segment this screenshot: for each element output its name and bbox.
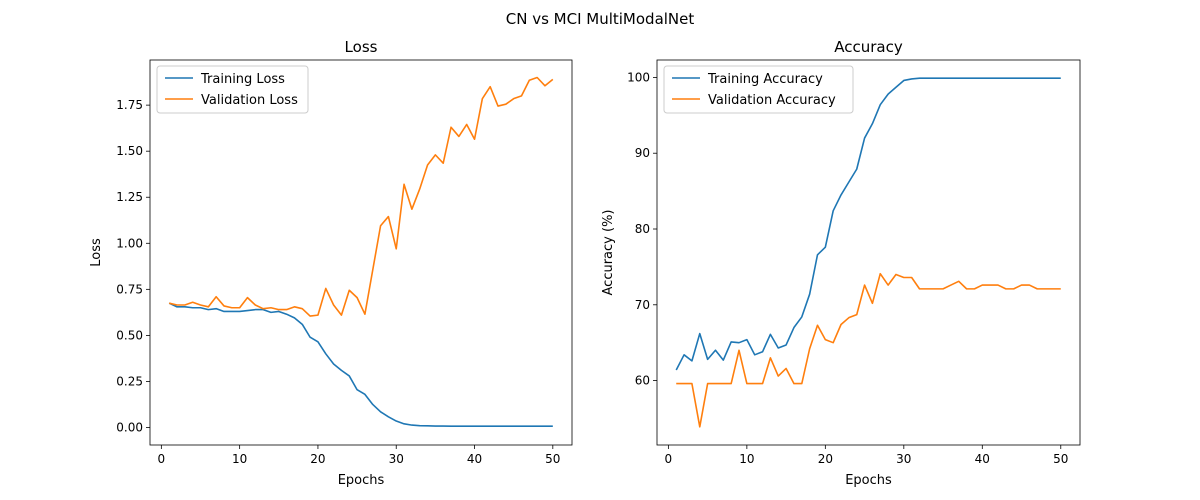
y-axis-label: Accuracy (%) (601, 210, 616, 296)
y-tick-label: 1.25 (116, 190, 143, 204)
x-tick-label: 40 (975, 452, 990, 466)
x-axis-label: Epochs (845, 473, 892, 488)
y-tick-label: 90 (635, 146, 650, 160)
y-tick-label: 0.00 (116, 421, 143, 435)
validation-series-line (168, 76, 554, 317)
axes-frame (149, 59, 573, 446)
y-tick-label: 100 (627, 70, 650, 84)
loss-subplot: Loss 0 10 20 30 40 50 0.00 0.25 0.50 0.75 1.00 1.25 1… (89, 38, 573, 488)
y-tick-label: 1.50 (116, 144, 143, 158)
y-axis-label: Loss (89, 238, 104, 267)
y-tick-label: 0.75 (116, 282, 143, 296)
x-tick-label: 30 (896, 452, 911, 466)
legend-label: Training Accuracy (707, 72, 823, 87)
legend-box (156, 65, 309, 114)
x-tick-label: 10 (739, 452, 754, 466)
validation-series-line (676, 272, 1061, 428)
y-tick-label: 0.25 (116, 374, 143, 388)
x-tick-label: 0 (158, 452, 166, 466)
training-series-line (168, 302, 553, 428)
x-tick-label: 0 (665, 452, 673, 466)
legend-box (663, 65, 854, 114)
x-tick-label: 20 (310, 452, 325, 466)
y-tick-label: 1.00 (116, 236, 143, 250)
y-tick-label: 60 (635, 374, 650, 388)
y-tick-label: 0.50 (116, 328, 143, 342)
x-tick-label: 30 (389, 452, 404, 466)
x-axis-label: Epochs (338, 473, 385, 488)
x-tick-label: 50 (545, 452, 560, 466)
accuracy-subplot: Accuracy 0 10 20 30 40 50 60 70 80 90 100 Epochs Accu… (601, 38, 1081, 488)
y-tick-label: 70 (635, 298, 650, 312)
y-tick-label: 80 (635, 222, 650, 236)
legend-label: Validation Accuracy (708, 93, 836, 108)
figure-suptitle: CN vs MCI MultiModalNet (506, 10, 695, 28)
x-tick-label: 50 (1053, 452, 1068, 466)
legend-label: Training Loss (200, 72, 285, 87)
x-tick-label: 20 (818, 452, 833, 466)
y-tick-label: 1.75 (116, 98, 143, 112)
x-tick-label: 10 (232, 452, 247, 466)
x-tick-label: 40 (467, 452, 482, 466)
training-series-line (675, 77, 1061, 371)
axes-frame (656, 59, 1081, 446)
subplot-title: Loss (345, 38, 378, 56)
legend-label: Validation Loss (201, 93, 298, 108)
subplot-title: Accuracy (834, 38, 903, 56)
